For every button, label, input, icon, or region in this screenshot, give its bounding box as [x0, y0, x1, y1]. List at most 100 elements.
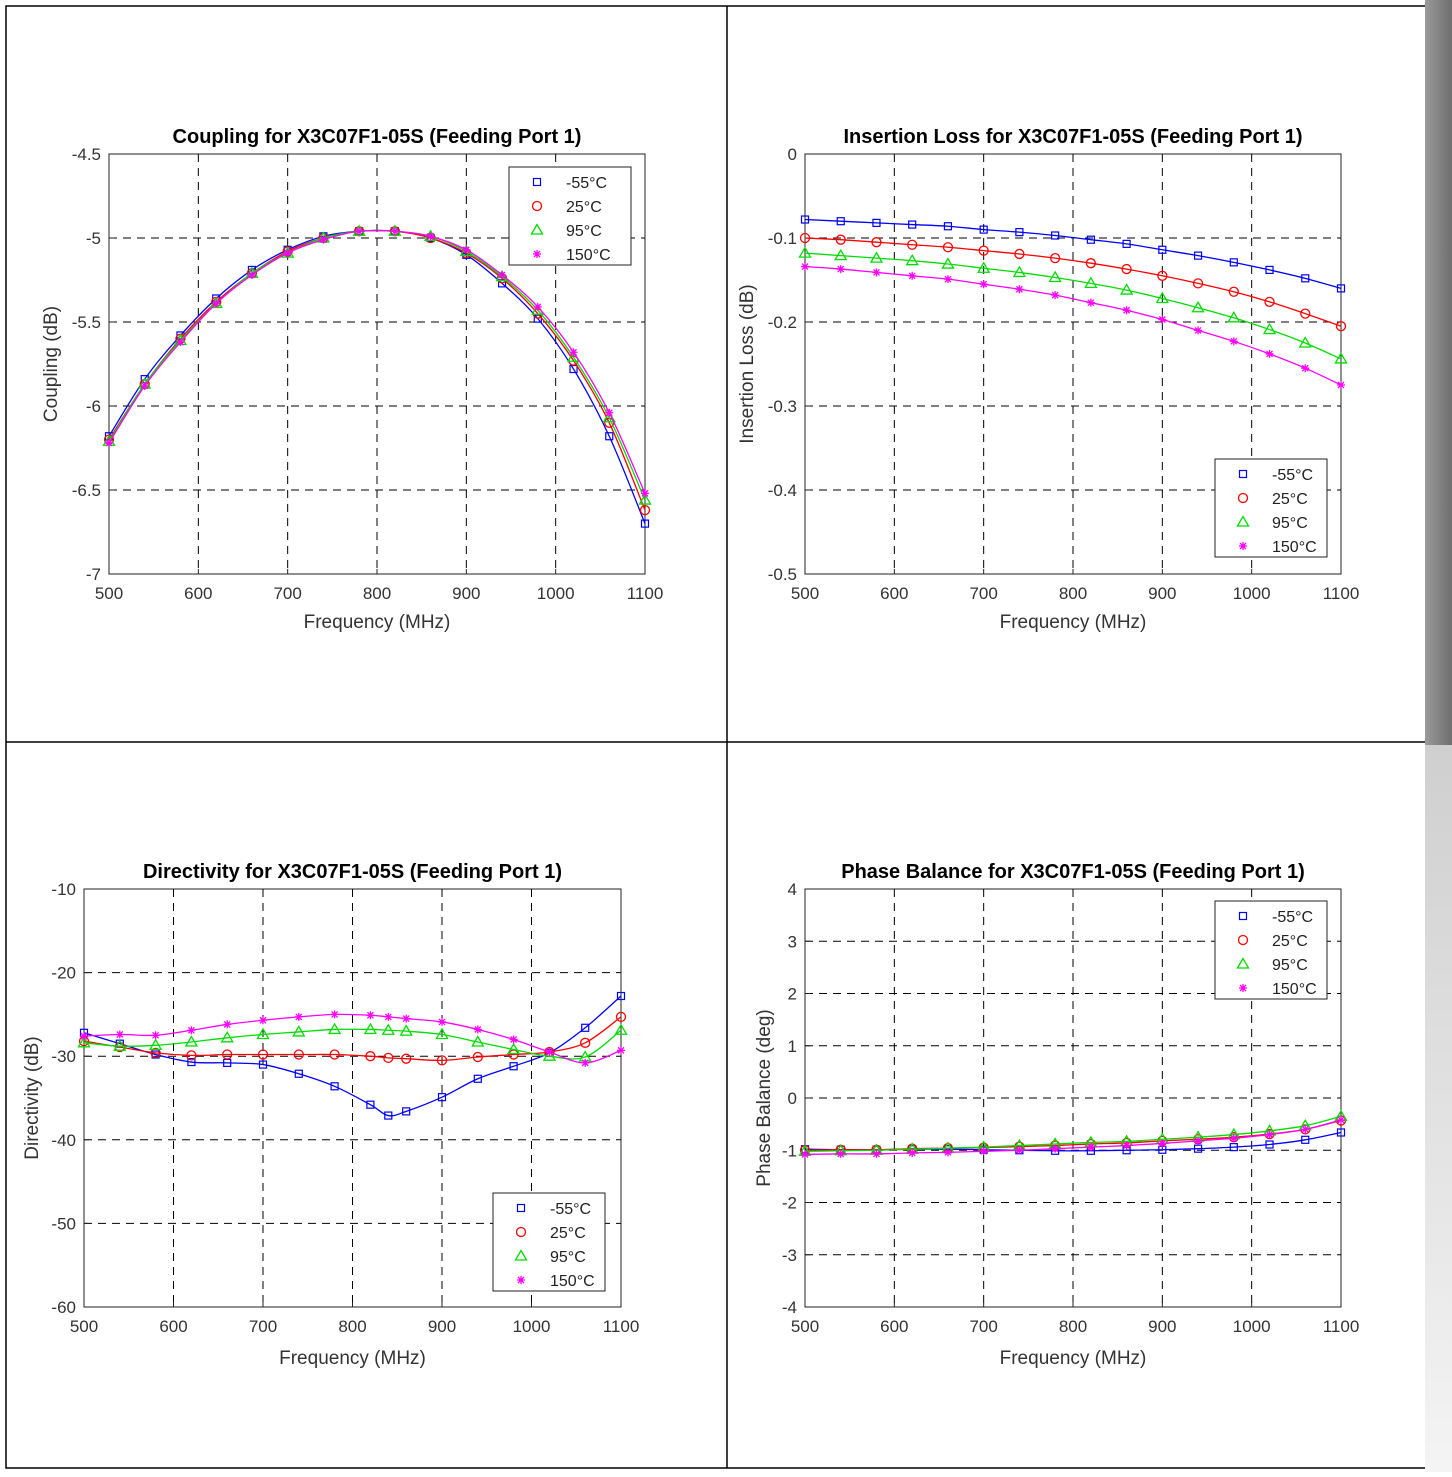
legend-box	[492, 1192, 606, 1292]
marker-point	[105, 438, 113, 447]
marker-point	[329, 1049, 340, 1060]
series-line	[804, 1119, 1342, 1156]
marker-point	[1337, 1115, 1345, 1124]
x-tick-label: 700	[969, 584, 997, 603]
marker-point	[905, 253, 919, 266]
legend-entry: 150°C	[550, 1273, 595, 1290]
legend-entry: 25°C	[550, 1225, 586, 1242]
legend-entry: 95°C	[566, 223, 602, 240]
marker-point	[1298, 336, 1312, 348]
marker-point	[473, 1074, 482, 1083]
marker-point	[1122, 1141, 1131, 1150]
marker-point	[1336, 284, 1346, 293]
y-tick-label: -60	[51, 1298, 76, 1317]
marker-point	[641, 489, 649, 498]
marker-point	[1301, 1135, 1310, 1144]
marker-point	[1237, 492, 1249, 504]
legend-entry: 150°C	[566, 247, 611, 264]
marker-point	[979, 225, 988, 234]
marker-point	[1051, 1144, 1060, 1153]
series-line	[804, 218, 1342, 290]
marker-point	[1265, 1130, 1274, 1139]
marker-point	[800, 215, 810, 224]
marker-point	[1264, 296, 1275, 307]
marker-point	[1337, 381, 1345, 389]
x-tick-label: 600	[880, 584, 908, 603]
x-tick-label: 1000	[1233, 584, 1271, 603]
x-tick-label: 700	[273, 584, 301, 603]
marker-point	[402, 1107, 411, 1116]
marker-point	[798, 246, 812, 258]
marker-point	[1236, 957, 1250, 969]
marker-point	[113, 1039, 127, 1051]
scrollbar-track[interactable]	[1425, 745, 1452, 1472]
marker-point	[473, 1025, 482, 1034]
y-tick-label: 0	[788, 1089, 797, 1108]
legend-entry: -55°C	[550, 1201, 591, 1218]
marker-point	[114, 1041, 125, 1053]
legend-entry: 95°C	[1272, 957, 1308, 974]
x-axis-label: Frequency (MHz)	[304, 612, 451, 633]
series-95C	[77, 1022, 628, 1062]
marker-point	[834, 248, 848, 261]
y-tick-label: -0.2	[768, 313, 797, 332]
marker-point	[908, 220, 917, 229]
marker-point	[908, 271, 917, 280]
y-axis-label: Phase Balance (deg)	[754, 1009, 775, 1186]
marker-point	[1192, 278, 1204, 289]
marker-point	[383, 1052, 394, 1064]
legend-entry: 25°C	[1272, 491, 1308, 508]
marker-point	[1119, 283, 1134, 295]
marker-point	[256, 1027, 270, 1040]
marker-point	[1048, 270, 1062, 283]
marker-point	[1229, 258, 1238, 267]
marker-point	[979, 280, 988, 289]
series-150C	[105, 227, 649, 498]
vertical-scrollbar[interactable]	[1425, 0, 1452, 1472]
marker-point	[533, 302, 542, 311]
y-tick-label: 3	[788, 932, 797, 951]
marker-point	[436, 1055, 448, 1066]
marker-point	[531, 200, 543, 212]
y-tick-label: -0.4	[768, 481, 797, 500]
marker-point	[581, 1058, 590, 1067]
series-line	[83, 1028, 622, 1060]
x-tick-label: 900	[1148, 1317, 1176, 1336]
series-line	[804, 237, 1342, 327]
y-axis-label: Directivity (dB)	[22, 1036, 43, 1160]
marker-point	[1193, 251, 1203, 260]
marker-point	[150, 1047, 161, 1059]
marker-point	[1121, 263, 1132, 275]
marker-point	[384, 1111, 393, 1120]
marker-point	[1265, 349, 1274, 358]
marker-point	[294, 1069, 303, 1078]
x-tick-label: 600	[159, 1317, 187, 1336]
marker-point	[517, 1276, 525, 1284]
series-line	[804, 252, 1342, 360]
marker-point	[1015, 1146, 1024, 1155]
marker-point	[979, 1147, 988, 1156]
y-tick-label: 4	[788, 880, 797, 899]
marker-point	[1334, 352, 1348, 364]
chart-2: 500 600 700 800 900 1000 1100 -0.5 -0.4 -0.3 -0.2 -…	[737, 126, 1359, 633]
marker-point	[616, 991, 626, 1001]
marker-point	[186, 1050, 197, 1061]
marker-point	[187, 1057, 196, 1067]
x-tick-label: 900	[1148, 584, 1176, 603]
marker-point	[801, 262, 809, 271]
y-tick-label: -0.3	[768, 397, 797, 416]
y-tick-label: -1	[782, 1141, 797, 1160]
y-tick-label: 1	[788, 1037, 797, 1056]
marker-point	[1086, 235, 1095, 244]
legend-entry: -55°C	[1272, 909, 1313, 926]
x-tick-label: 900	[452, 584, 480, 603]
marker-point	[247, 270, 256, 279]
marker-point	[426, 232, 435, 241]
marker-point	[184, 1035, 199, 1047]
marker-point	[77, 1036, 91, 1048]
y-tick-label: -10	[51, 880, 76, 899]
legend-entry: 150°C	[1272, 539, 1317, 556]
marker-point	[365, 1051, 376, 1062]
marker-point	[390, 227, 399, 236]
